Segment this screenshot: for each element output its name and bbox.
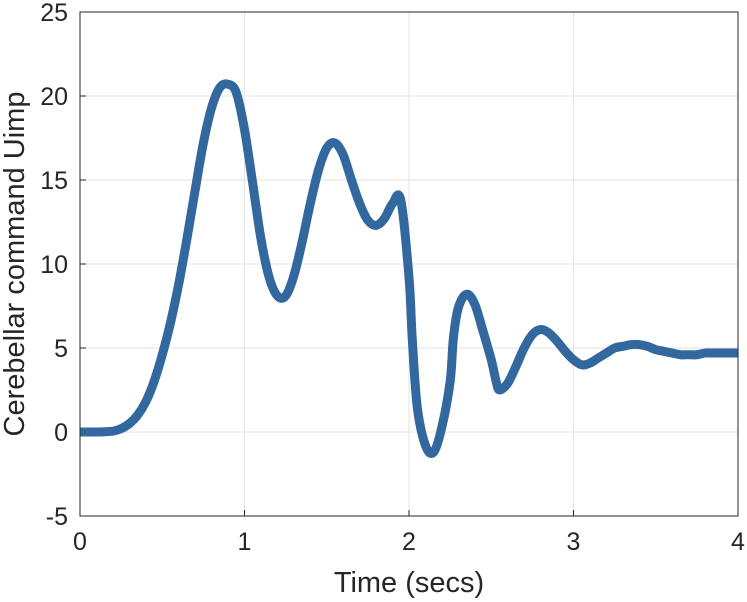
y-tick-label: -5 [46, 503, 68, 531]
x-axis-label: Time (secs) [334, 567, 484, 599]
axes-box [79, 11, 739, 517]
x-tick-label: 2 [402, 528, 416, 556]
y-tick-label: 25 [40, 0, 68, 27]
series-line-0 [79, 79, 738, 458]
x-tick-label: 1 [238, 528, 252, 556]
x-tick-label: 0 [73, 528, 87, 556]
y-axis-label: Cerebellar command Uimp [0, 92, 31, 437]
y-tick-label: 20 [40, 83, 68, 111]
y-tick-label: 10 [40, 251, 68, 279]
series-layer [79, 79, 738, 458]
y-tick-label: 0 [54, 419, 68, 447]
x-tick-label: 3 [567, 528, 581, 556]
y-tick-label: 5 [54, 335, 68, 363]
y-tick-label: 15 [40, 167, 68, 195]
x-tick-label: 4 [731, 528, 745, 556]
